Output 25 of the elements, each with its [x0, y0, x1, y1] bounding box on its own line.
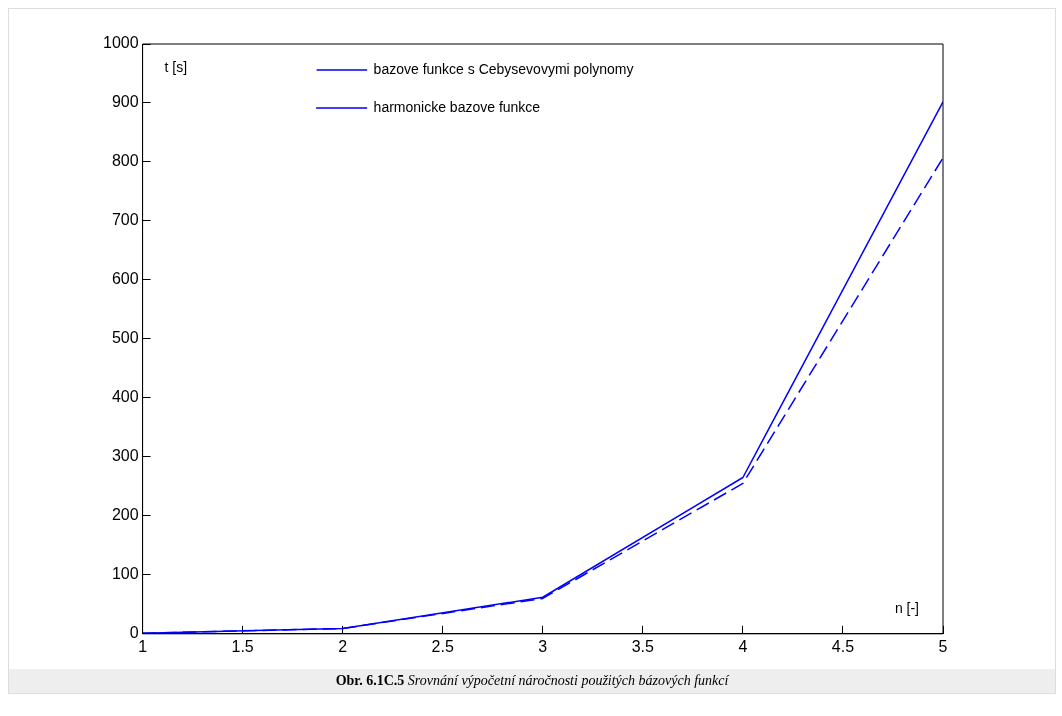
- y-tick-label: 600: [111, 270, 139, 288]
- legend-label: bazove funkce s Cebysevovymi polynomy: [373, 60, 634, 77]
- y-axis-title: t [s]: [164, 58, 188, 75]
- y-tick-label: 0: [129, 624, 139, 642]
- y-tick-label: 800: [111, 152, 139, 170]
- text: Obr. 6.1C.5 Srovnání výpočetní náročnosti použitých bázových funkcí: [335, 673, 729, 688]
- x-tick-label: 4.5: [831, 637, 855, 655]
- x-tick-label: 2.5: [431, 637, 454, 655]
- y-tick-label: 100: [111, 565, 139, 583]
- y-tick-label: 700: [111, 211, 139, 229]
- x-tick-label: 5: [938, 637, 948, 655]
- y-tick-label: 400: [111, 388, 139, 406]
- y-tick-label: 300: [111, 447, 139, 465]
- x-tick-label: 1.5: [231, 637, 254, 655]
- x-tick-label: 3: [538, 637, 548, 655]
- y-tick-label: 500: [111, 329, 139, 347]
- x-tick-label: 2: [338, 637, 348, 655]
- x-tick-label: 3.5: [631, 637, 655, 655]
- legend-label: harmonicke bazove funkce: [373, 98, 541, 115]
- x-tick-label: 4: [738, 637, 748, 655]
- x-axis-title: n [-]: [894, 599, 919, 616]
- y-tick-label: 900: [111, 93, 139, 111]
- y-tick-label: 200: [111, 506, 139, 524]
- y-tick-label: 1000: [103, 34, 139, 52]
- x-tick-label: 1: [138, 637, 148, 655]
